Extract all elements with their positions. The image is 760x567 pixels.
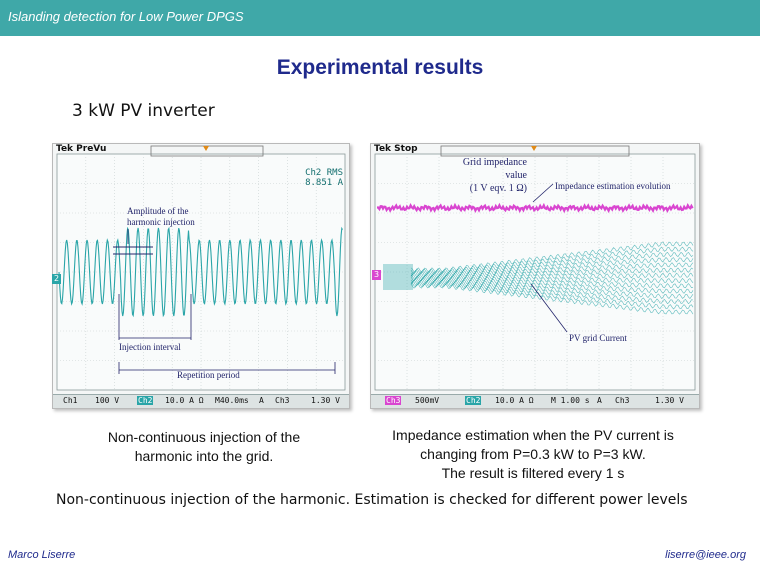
status-r-ch3b: Ch3	[615, 396, 630, 405]
slide-subtitle: 3 kW PV inverter	[72, 101, 215, 121]
caption-left: Non-continuous injection of the harmonic…	[70, 428, 338, 466]
header-title: Islanding detection for Low Power DPGS	[8, 9, 244, 24]
footer-author: Marco Liserre	[8, 549, 76, 561]
status-r-timebase: M 1.00 s	[551, 396, 590, 405]
status-ch3: Ch3	[275, 396, 290, 405]
header-bar: Islanding detection for Low Power DPGS	[0, 0, 760, 36]
annotation-grid-line1: Grid impedance	[462, 157, 527, 168]
channel-marker-3: 3	[372, 270, 381, 280]
caption-right-line3: The result is filtered every 1 s	[441, 465, 625, 481]
status-ch1: Ch1	[63, 396, 78, 405]
status-r-ch3-scale: 500mV	[415, 396, 440, 405]
scope-right-graticule	[374, 145, 696, 391]
status-r-ch3b-scale: 1.30 V	[655, 396, 684, 405]
annotation-pv-grid-current: PV grid Current	[569, 333, 627, 343]
annotation-amplitude: Amplitude of the harmonic injection	[127, 206, 195, 228]
annotation-amplitude-line1: Amplitude of the	[127, 206, 189, 216]
scope-left-readout-line2: 8.851 A	[305, 178, 343, 188]
caption-right-line1: Impedance estimation when the PV current…	[392, 427, 674, 443]
scope-left-readout: Ch2 RMS 8.851 A	[289, 168, 343, 188]
annotation-grid-impedance: Grid impedance value (1 V eqv. 1 Ω)	[427, 156, 527, 195]
status-r-ch2: Ch2	[465, 396, 482, 405]
footer-email[interactable]: liserre@ieee.org	[665, 549, 746, 561]
annotation-amplitude-line2: harmonic injection	[127, 217, 195, 227]
caption-left-line2: harmonic into the grid.	[134, 448, 274, 464]
status-timebase: M40.0ms	[215, 396, 249, 405]
annotation-grid-line3: (1 V eqv. 1 Ω)	[469, 183, 527, 194]
annotation-injection-interval: Injection interval	[119, 342, 181, 352]
status-ch3-scale: 1.30 V	[311, 396, 340, 405]
status-r-trigger: A	[597, 396, 602, 405]
annotation-repetition-period: Repetition period	[177, 370, 240, 380]
channel-marker-2: 2	[52, 274, 61, 284]
oscilloscope-right: Tek Stop Grid impedance value (1 V eqv. …	[370, 143, 700, 409]
oscilloscope-left: Tek PreVu Ch2 RMS 8.851 A Amplitude of t…	[52, 143, 350, 409]
status-ch2: Ch2	[137, 396, 154, 405]
status-trigger: A	[259, 396, 264, 405]
scope-left-status-bar: Ch1 100 V Ch2 10.0 A Ω M40.0ms A Ch3 1.3…	[53, 394, 349, 408]
caption-right: Impedance estimation when the PV current…	[352, 426, 714, 483]
slide-title: Experimental results	[276, 56, 484, 79]
status-r-ch2-scale: 10.0 A Ω	[495, 396, 534, 405]
caption-right-line2: changing from P=0.3 kW to P=3 kW.	[420, 446, 646, 462]
scope-right-status-bar: Ch3 500mV Ch2 10.0 A Ω M 1.00 s A Ch3 1.…	[371, 394, 699, 408]
annotation-grid-line2: value	[505, 170, 527, 181]
annotation-impedance-evolution: Impedance estimation evolution	[555, 181, 671, 191]
scope-left-mode-label: Tek PreVu	[56, 144, 107, 154]
status-ch2-scale: 10.0 A Ω	[165, 396, 204, 405]
scope-left-readout-line1: Ch2 RMS	[305, 168, 343, 178]
scope-left-graticule	[56, 145, 346, 391]
body-text: Non-continuous injection of the harmonic…	[56, 492, 688, 508]
caption-left-line1: Non-continuous injection of the	[107, 429, 301, 445]
scope-right-mode-label: Tek Stop	[374, 144, 418, 154]
status-ch1-scale: 100 V	[95, 396, 120, 405]
status-r-ch3: Ch3	[385, 396, 402, 405]
